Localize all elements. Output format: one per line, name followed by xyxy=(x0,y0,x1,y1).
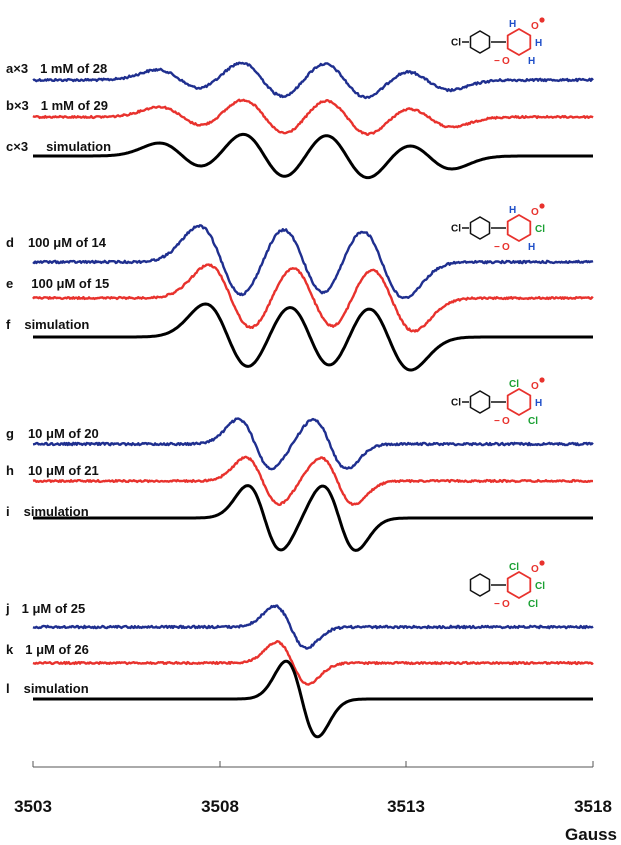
semiquinone-ring xyxy=(506,387,532,417)
phenyl-ring xyxy=(469,573,491,597)
radical-dot xyxy=(539,377,545,383)
trace-label-d: d 100 μM of 14 xyxy=(6,235,107,250)
x-axis-unit-label: Gauss xyxy=(565,825,617,844)
radical-dot xyxy=(539,203,545,209)
spectra-traces xyxy=(32,61,594,739)
phenyl-ring xyxy=(469,390,491,414)
oxygen-anion: O xyxy=(502,416,510,427)
oxygen-anion: O xyxy=(502,242,510,253)
ring-substituent: H xyxy=(528,242,535,253)
minus-charge: − xyxy=(494,56,500,67)
x-tick-label-3508: 3508 xyxy=(201,797,239,816)
ring-substituent: Cl xyxy=(535,581,545,592)
trace-label-l: l simulation xyxy=(6,681,89,696)
trace-l-line xyxy=(32,659,594,739)
trace-label-b: b×3 1 mM of 29 xyxy=(6,98,108,113)
phenyl-ring xyxy=(469,216,491,240)
oxygen-anion: O xyxy=(502,599,510,610)
trace-g-line xyxy=(32,417,594,471)
trace-c-line xyxy=(32,132,594,180)
x-axis: 3503 3508 3513 3518 Gauss xyxy=(14,761,617,844)
x-tick-label-3503: 3503 xyxy=(14,797,52,816)
semiquinone-ring xyxy=(506,570,532,600)
x-tick-label-3513: 3513 xyxy=(387,797,425,816)
ring-substituent: Cl xyxy=(509,562,519,573)
minus-charge: − xyxy=(494,416,500,427)
oxygen-radical: O xyxy=(531,564,539,575)
oxygen-radical: O xyxy=(531,207,539,218)
ring-substituent: Cl xyxy=(509,379,519,390)
trace-b-line xyxy=(32,98,594,136)
trace-a-line xyxy=(32,61,594,100)
ring-substituent: Cl xyxy=(528,599,538,610)
trace-f-line xyxy=(32,302,594,372)
trace-label-f: f simulation xyxy=(6,317,89,332)
trace-d-line xyxy=(32,224,594,300)
para-substituent: Cl xyxy=(451,398,461,409)
x-tick-label-3518: 3518 xyxy=(574,797,612,816)
ring-substituent: H xyxy=(509,19,516,30)
trace-i-line xyxy=(32,484,594,552)
ring-substituent: H xyxy=(535,398,542,409)
radical-dot xyxy=(539,17,545,23)
trace-j-line xyxy=(32,604,594,650)
trace-label-a: a×3 1 mM of 28 xyxy=(6,61,107,76)
trace-labels: a×3 1 mM of 28 b×3 1 mM of 29 c×3 simulatio… xyxy=(5,61,111,696)
trace-label-c: c×3 simulation xyxy=(6,139,111,154)
oxygen-radical: O xyxy=(531,381,539,392)
oxygen-anion: O xyxy=(502,56,510,67)
ring-substituent: H xyxy=(528,56,535,67)
para-substituent: Cl xyxy=(451,224,461,235)
trace-label-h: h 10 μM of 21 xyxy=(6,463,99,478)
semiquinone-ring xyxy=(506,27,532,57)
ring-substituent: Cl xyxy=(528,416,538,427)
ring-substituent: H xyxy=(535,38,542,49)
trace-h-line xyxy=(32,455,594,507)
trace-e-line xyxy=(32,263,594,333)
trace-label-i: i simulation xyxy=(6,504,89,519)
minus-charge: − xyxy=(494,599,500,610)
para-substituent: Cl xyxy=(451,38,461,49)
trace-label-e: e 100 μM of 15 xyxy=(6,276,109,291)
minus-charge: − xyxy=(494,242,500,253)
ring-substituent: H xyxy=(509,205,516,216)
radical-dot xyxy=(539,560,545,566)
trace-label-g: g 10 μM of 20 xyxy=(6,426,99,441)
oxygen-radical: O xyxy=(531,21,539,32)
ring-substituent: Cl xyxy=(535,224,545,235)
trace-k-line xyxy=(32,640,594,686)
semiquinone-ring xyxy=(506,213,532,243)
phenyl-ring xyxy=(469,30,491,54)
